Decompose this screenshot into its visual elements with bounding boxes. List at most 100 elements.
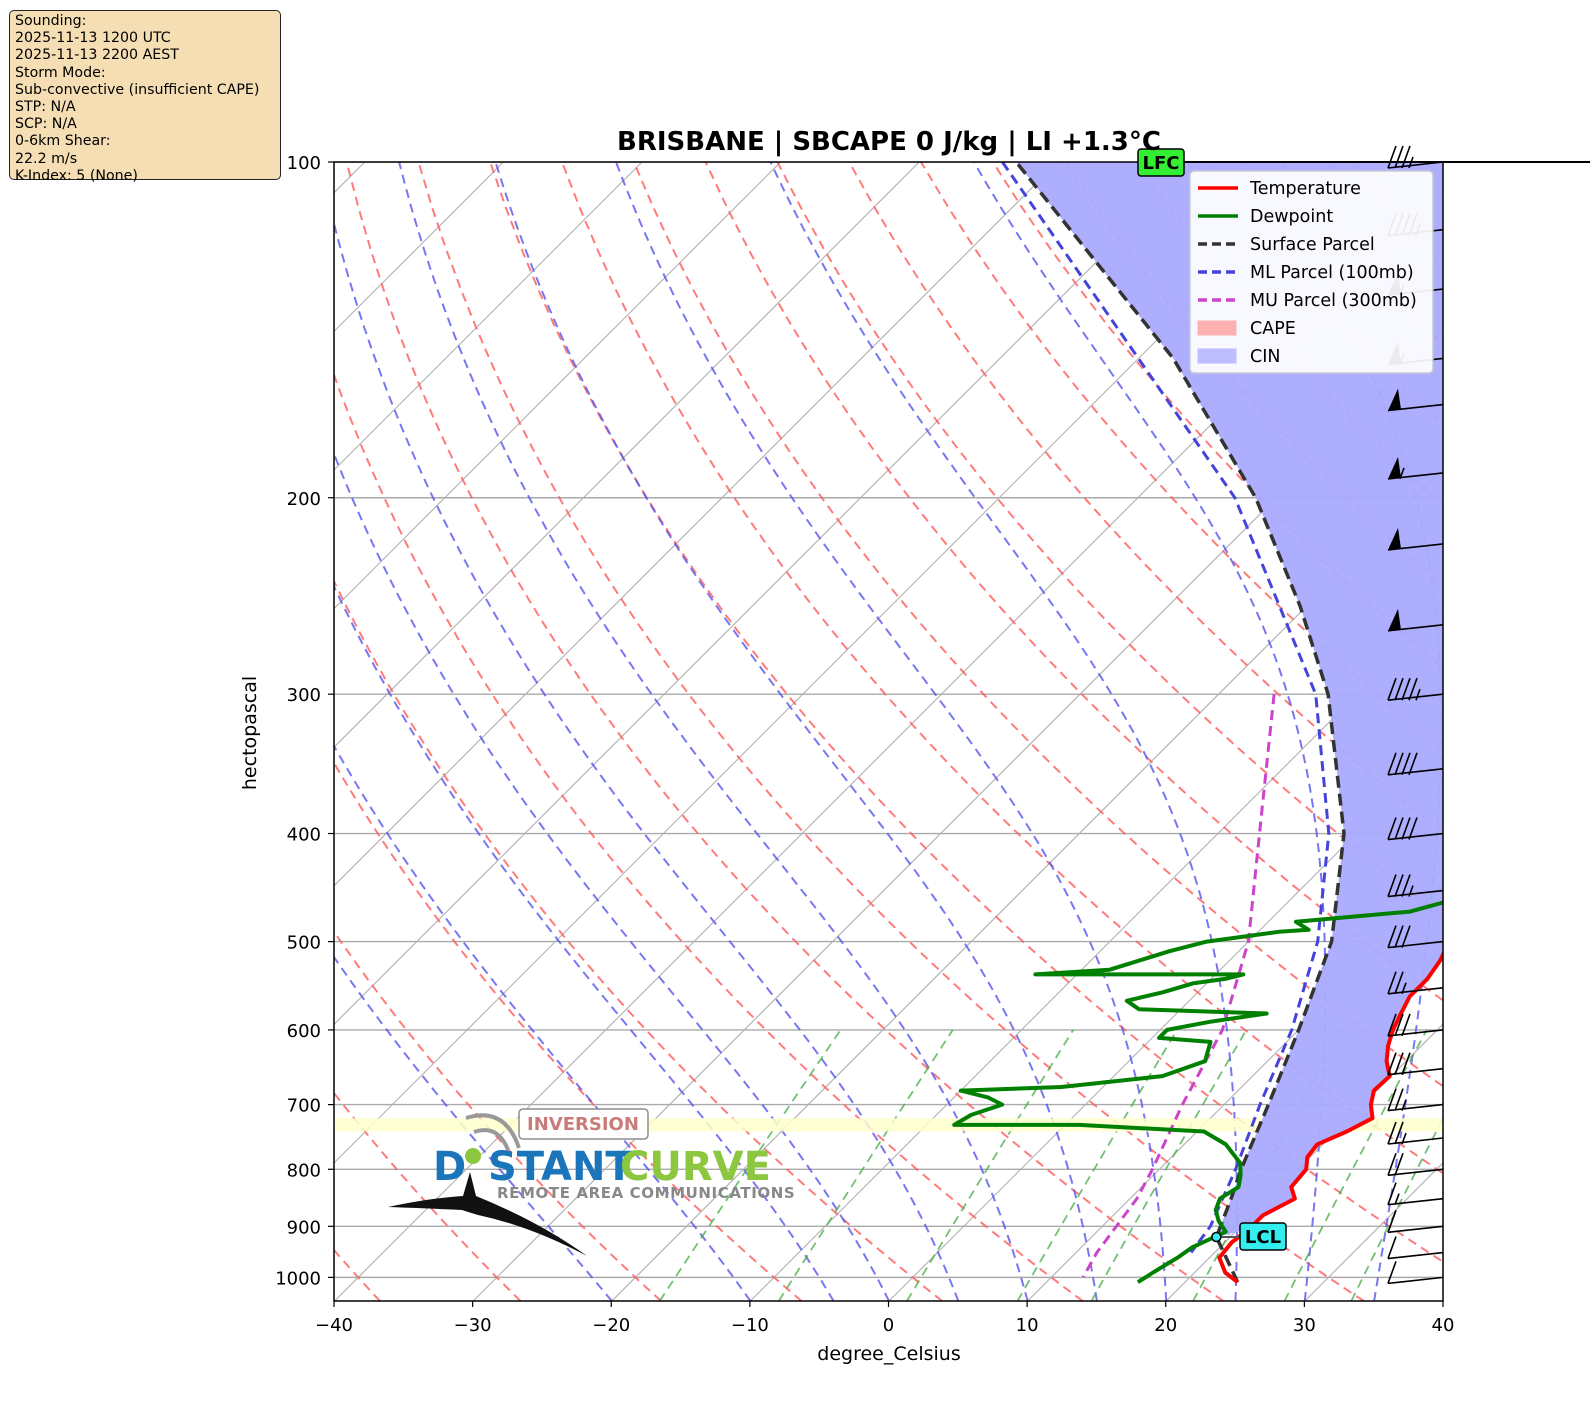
- wind-barb: [1387, 752, 1444, 776]
- dry-adiabat: [489, 162, 1443, 1264]
- x-axis-label: degree_Celsius: [817, 1343, 960, 1365]
- isotherm: [1443, 162, 1590, 1301]
- lfc-box: [1137, 148, 1185, 177]
- y-axis-label: hectopascal: [239, 676, 261, 790]
- legend: Temperature Dewpoint Surface Parcel ML Parc…: [1189, 170, 1434, 374]
- legend-label: ML Parcel (100mb): [1250, 263, 1414, 283]
- info-line: K-Index: 5 (None): [15, 167, 138, 184]
- wind-barb: [1387, 1013, 1444, 1037]
- lcl-box: [1239, 1222, 1287, 1251]
- wind-barb: [1387, 874, 1444, 898]
- dry-adiabat: [334, 1091, 522, 1301]
- y-tick-label: 500: [287, 933, 321, 954]
- sounding-info-box: Sounding: 2025-11-13 1200 UTC 2025-11-13 2…: [9, 10, 281, 184]
- lcl-marker: [1211, 1231, 1222, 1243]
- chart-title: BRISBANE | SBCAPE 0 J/kg | LI +1.3°C: [617, 127, 1161, 157]
- isotherm: [0, 162, 88, 1301]
- wind-barb: [1387, 388, 1444, 412]
- info-line: Storm Mode:: [15, 64, 106, 81]
- wind-barb: [1387, 971, 1444, 995]
- moist-adiabat: [334, 584, 835, 1301]
- dewpoint-line: [952, 900, 1443, 1284]
- legend-item: CAPE: [1197, 319, 1296, 339]
- dry-adiabat: [334, 929, 662, 1301]
- isotherm: [888, 746, 1443, 1301]
- legend-swatch: [1197, 348, 1237, 364]
- dry-adiabat: [334, 371, 1084, 1301]
- isotherm: [334, 162, 366, 194]
- moist-adiabat: [398, 162, 1029, 1301]
- moist-adiabat: [334, 451, 890, 1301]
- isotherm: [1027, 884, 1443, 1301]
- wind-barb: [1387, 1236, 1444, 1260]
- dry-adiabat: [704, 162, 1443, 1002]
- info-line: STP: N/A: [15, 99, 76, 116]
- dry-adiabat: [561, 162, 1443, 1175]
- info-line: 22.2 m/s: [15, 150, 78, 167]
- x-tick-label: 10: [1016, 1315, 1039, 1336]
- wind-barb: [1387, 1153, 1444, 1177]
- y-tick-label: 200: [287, 489, 321, 510]
- moist-adiabat: [494, 162, 1098, 1301]
- info-line: 2025-11-13 2200 AEST: [15, 47, 179, 64]
- mixing-ratio-line: [778, 1029, 954, 1301]
- dry-adiabat: [334, 578, 943, 1301]
- y-tick-label: 1000: [275, 1268, 321, 1289]
- x-tick-label: −30: [454, 1315, 492, 1336]
- wind-barb: [1387, 1052, 1444, 1076]
- wind-barb: [1387, 456, 1444, 480]
- dry-adiabat: [334, 1248, 381, 1301]
- x-tick-label: 40: [1432, 1315, 1455, 1336]
- dry-adiabat: [848, 162, 1443, 834]
- y-tick-label: 800: [287, 1160, 321, 1181]
- isotherm: [0, 162, 226, 1301]
- wind-barb: [1387, 1210, 1444, 1234]
- legend-label: Temperature: [1249, 179, 1361, 199]
- legend-item: ML Parcel (100mb): [1198, 263, 1414, 283]
- lfc-label: LFC: [1143, 153, 1180, 174]
- dry-adiabat: [334, 761, 803, 1301]
- brand-tagline: REMOTE AREA COMMUNICATIONS: [497, 1184, 795, 1202]
- wind-barb: [1387, 1261, 1444, 1285]
- brand-d: D: [433, 1144, 466, 1190]
- wind-barb: [1387, 608, 1444, 632]
- wind-barb: [1387, 817, 1444, 841]
- legend-label: CIN: [1250, 347, 1280, 367]
- x-tick-label: −10: [731, 1315, 769, 1336]
- legend-label: Dewpoint: [1250, 207, 1333, 227]
- y-tick-label: 700: [287, 1096, 321, 1117]
- brand-curve: CURVE: [620, 1144, 771, 1190]
- info-line: SCP: N/A: [15, 116, 77, 133]
- x-tick-label: 30: [1293, 1315, 1316, 1336]
- brand-stant: STANT: [488, 1144, 633, 1190]
- x-tick-label: 20: [1154, 1315, 1177, 1336]
- legend-item: Temperature: [1198, 179, 1361, 199]
- legend-item: MU Parcel (300mb): [1198, 291, 1417, 311]
- logo-dot-icon: [465, 1148, 481, 1164]
- x-tick-label: −20: [592, 1315, 630, 1336]
- wind-barb: [1387, 527, 1444, 551]
- isotherm: [334, 162, 920, 748]
- wind-barb: [1387, 677, 1444, 701]
- info-line: 0-6km Shear:: [15, 133, 111, 150]
- wind-barb: [1387, 1121, 1444, 1145]
- isotherm: [334, 162, 1059, 887]
- isotherm: [334, 162, 1197, 1026]
- legend-label: Surface Parcel: [1250, 235, 1375, 255]
- legend-frame: [1189, 170, 1434, 374]
- info-line: Sounding:: [15, 13, 87, 29]
- y-tick-label: 900: [287, 1217, 321, 1238]
- y-tick-label: 400: [287, 825, 321, 846]
- legend-item: Dewpoint: [1198, 207, 1333, 227]
- y-tick-label: 300: [287, 685, 321, 706]
- mixing-ratio-line: [1090, 1029, 1248, 1301]
- moist-adiabat: [334, 955, 613, 1301]
- info-line: Sub-convective (insufficient CAPE): [15, 81, 260, 98]
- isotherm: [334, 162, 781, 610]
- mu-parcel-line: [1081, 694, 1276, 1279]
- mixing-ratio-line: [658, 1029, 842, 1301]
- lcl-label: LCL: [1245, 1227, 1281, 1248]
- mixing-ratio-line: [1016, 1029, 1178, 1301]
- wind-barb: [1387, 925, 1444, 949]
